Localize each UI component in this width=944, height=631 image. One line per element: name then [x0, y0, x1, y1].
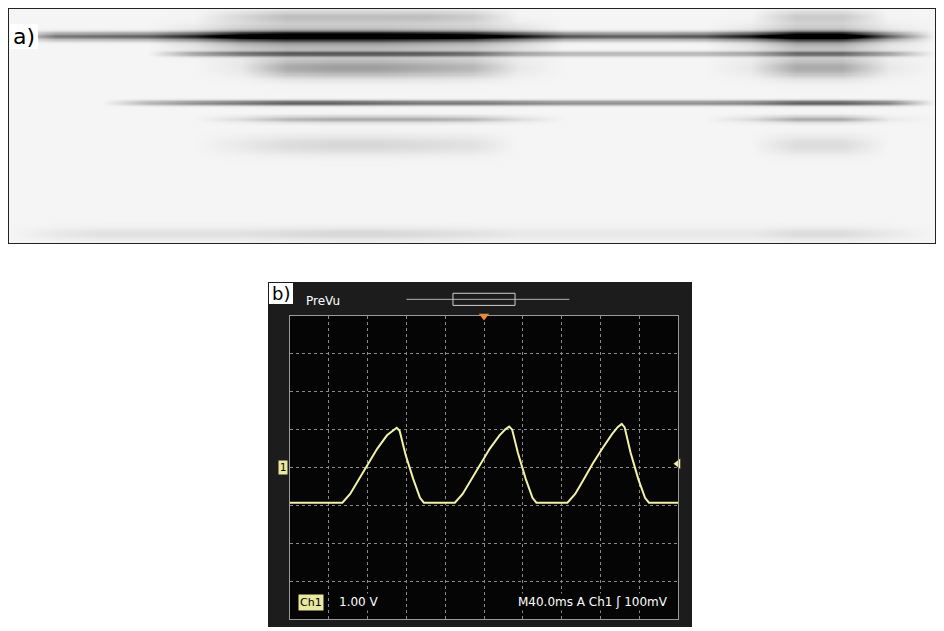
html-text:b): b)	[272, 283, 291, 304]
svg-text:1: 1	[280, 462, 286, 473]
svg-text:M40.0ms A Ch1 ʃ 100mV: M40.0ms A Ch1 ʃ 100mV	[518, 595, 668, 609]
svg-text:PreVu: PreVu	[306, 294, 340, 308]
svg-text:1.00 V: 1.00 V	[339, 595, 379, 609]
html-text:a): a)	[13, 24, 36, 49]
svg-text:Ch1: Ch1	[300, 596, 322, 609]
